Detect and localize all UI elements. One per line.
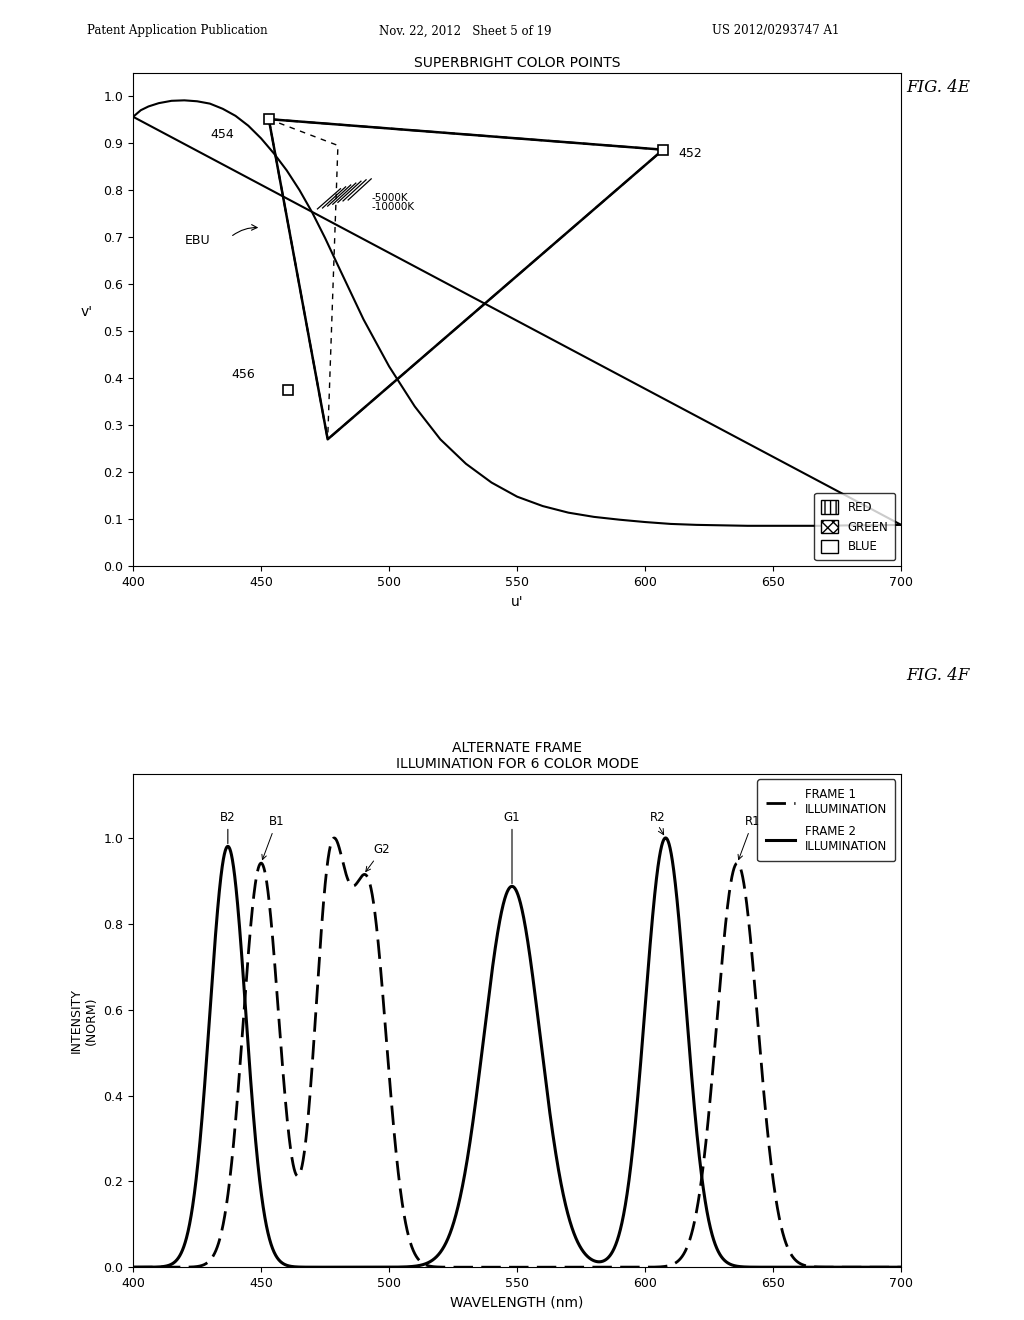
Text: R1: R1: [738, 814, 761, 859]
Text: FIG. 4E: FIG. 4E: [906, 79, 971, 96]
Text: Nov. 22, 2012   Sheet 5 of 19: Nov. 22, 2012 Sheet 5 of 19: [379, 24, 551, 37]
Text: 456: 456: [231, 368, 255, 381]
Text: R2: R2: [650, 810, 666, 824]
Y-axis label: v': v': [81, 305, 93, 319]
Text: FIG. 4F: FIG. 4F: [906, 667, 970, 684]
Text: EBU: EBU: [184, 234, 210, 247]
Text: 452: 452: [678, 147, 702, 160]
Legend: RED, GREEN, BLUE: RED, GREEN, BLUE: [814, 494, 895, 560]
Title: SUPERBRIGHT COLOR POINTS: SUPERBRIGHT COLOR POINTS: [414, 55, 621, 70]
Text: Patent Application Publication: Patent Application Publication: [87, 24, 267, 37]
Legend: FRAME 1
ILLUMINATION, FRAME 2
ILLUMINATION: FRAME 1 ILLUMINATION, FRAME 2 ILLUMINATI…: [758, 780, 895, 862]
Text: G1: G1: [504, 810, 520, 883]
Title: ALTERNATE FRAME
ILLUMINATION FOR 6 COLOR MODE: ALTERNATE FRAME ILLUMINATION FOR 6 COLOR…: [395, 741, 639, 771]
X-axis label: u': u': [511, 594, 523, 609]
X-axis label: WAVELENGTH (nm): WAVELENGTH (nm): [451, 1295, 584, 1309]
Text: -10000K: -10000K: [371, 202, 415, 213]
Text: -5000K: -5000K: [371, 194, 408, 203]
Y-axis label: INTENSITY
(NORM): INTENSITY (NORM): [70, 987, 98, 1053]
Text: 454: 454: [210, 128, 233, 141]
Text: B2: B2: [220, 810, 236, 843]
Text: B1: B1: [262, 814, 285, 859]
Text: G2: G2: [366, 843, 390, 871]
Text: US 2012/0293747 A1: US 2012/0293747 A1: [712, 24, 839, 37]
